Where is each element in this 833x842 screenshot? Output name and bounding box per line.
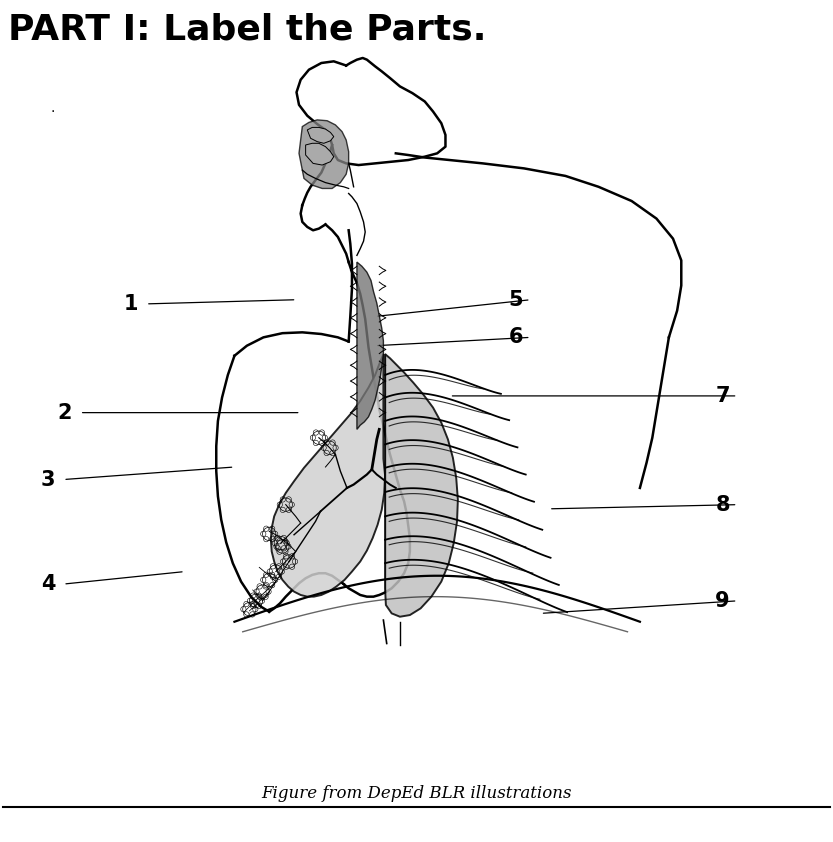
Polygon shape — [357, 262, 383, 429]
Text: 7: 7 — [716, 386, 730, 406]
Text: 4: 4 — [41, 574, 56, 594]
Polygon shape — [385, 354, 458, 616]
Text: 8: 8 — [716, 494, 730, 514]
Polygon shape — [307, 127, 334, 143]
Text: 9: 9 — [716, 591, 730, 610]
Text: ·: · — [50, 104, 55, 119]
Text: PART I: Label the Parts.: PART I: Label the Parts. — [8, 13, 486, 46]
Text: Figure from DepEd BLR illustrations: Figure from DepEd BLR illustrations — [262, 785, 571, 802]
Polygon shape — [299, 120, 349, 189]
Text: 6: 6 — [508, 328, 523, 348]
Polygon shape — [306, 143, 334, 165]
Text: 1: 1 — [124, 294, 138, 314]
Polygon shape — [271, 354, 385, 597]
Text: 2: 2 — [57, 402, 72, 423]
Text: 5: 5 — [508, 290, 523, 310]
Text: 3: 3 — [41, 470, 56, 489]
